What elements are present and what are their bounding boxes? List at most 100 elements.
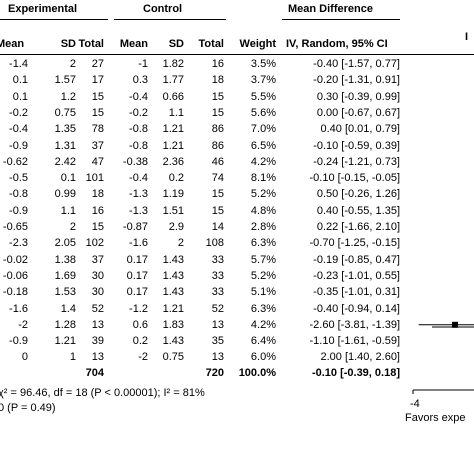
cell-exp-mean: 0 <box>21 351 28 364</box>
cell-exp-mean: -0.5 <box>9 172 28 185</box>
cell-exp-mean: -0.62 <box>2 155 28 168</box>
cell-exp-sd: 2.05 <box>54 237 76 250</box>
experimental-group-header: Experimental <box>8 3 78 15</box>
cell-weight: 3.7% <box>250 74 276 87</box>
cell-ctl-sd: 1.21 <box>162 139 184 152</box>
cell-exp-total: 18 <box>91 188 104 201</box>
cell-exp-sd: 1.35 <box>54 123 76 136</box>
col-exp-mean: Mean <box>0 38 25 50</box>
overall-effect-text: 0 (P = 0.49) <box>0 402 56 414</box>
cell-ctl-mean: 0.17 <box>126 286 148 299</box>
col-ctl-mean: Mean <box>119 38 148 50</box>
cell-exp-sd: 1.53 <box>54 286 76 299</box>
col-exp-total: Total <box>78 38 104 50</box>
cell-weight: 4.2% <box>250 155 276 168</box>
cell-exp-total: 37 <box>91 253 104 266</box>
cell-ci: 0.40 [0.01, 0.79] <box>320 123 400 136</box>
cell-ctl-mean: -0.87 <box>122 221 148 233</box>
cell-ctl-sd: 1.21 <box>162 302 184 315</box>
cell-exp-mean: -2.3 <box>9 237 28 250</box>
cell-weight: 7.0% <box>250 123 276 136</box>
cell-exp-sd: 0.75 <box>54 106 76 119</box>
cell-weight: 6.4% <box>250 335 276 348</box>
cell-ctl-total: 15 <box>211 106 224 119</box>
cell-ctl-total: 108 <box>205 237 224 250</box>
cell-weight: 8.1% <box>250 172 276 185</box>
cell-exp-total: 13 <box>91 318 104 331</box>
cell-ctl-total: 52 <box>211 302 224 315</box>
total-ctl-total: 720 <box>205 367 224 379</box>
mean-difference-underline <box>282 19 400 20</box>
cell-ctl-mean: 0.17 <box>126 253 148 266</box>
cell-ctl-total: 18 <box>211 74 224 87</box>
cell-ctl-sd: 0.2 <box>168 172 184 185</box>
cell-ctl-total: 14 <box>211 221 224 233</box>
cell-exp-total: 78 <box>91 123 104 136</box>
col-ctl-sd: SD <box>168 38 184 50</box>
col-ci: IV, Random, 95% CI <box>286 38 388 50</box>
cell-ctl-mean: -1 <box>138 58 148 70</box>
cell-ctl-total: 35 <box>211 335 224 348</box>
cell-exp-mean: -1.4 <box>9 58 28 70</box>
cell-ctl-sd: 1.82 <box>162 58 184 70</box>
cell-exp-sd: 0.99 <box>54 188 76 201</box>
cell-ctl-sd: 1.83 <box>162 318 184 331</box>
cell-exp-mean: -0.65 <box>2 221 28 233</box>
cell-exp-sd: 0.1 <box>60 172 76 185</box>
cell-weight: 6.5% <box>250 139 276 152</box>
col-exp-sd: SD <box>60 38 76 50</box>
cell-exp-sd: 1.38 <box>54 253 76 266</box>
header-rule <box>0 54 474 55</box>
cell-exp-sd: 1.2 <box>60 90 76 103</box>
cell-ctl-total: 33 <box>211 253 224 266</box>
cell-exp-sd: 1 <box>69 351 76 364</box>
cell-exp-mean: -0.9 <box>9 139 28 152</box>
cell-ctl-total: 86 <box>211 139 224 152</box>
cell-ctl-mean: 0.17 <box>126 269 148 282</box>
cell-weight: 5.7% <box>250 253 276 266</box>
cell-exp-mean: -0.06 <box>2 269 28 282</box>
cell-exp-mean: -0.9 <box>9 335 28 348</box>
cell-exp-sd: 1.21 <box>54 335 76 348</box>
cell-exp-mean: 0.1 <box>12 90 28 103</box>
cell-ci: -2.60 [-3.81, -1.39] <box>309 318 401 331</box>
cell-ctl-sd: 1.77 <box>162 74 184 87</box>
cell-weight: 5.2% <box>250 188 276 201</box>
cell-ctl-total: 86 <box>211 123 224 136</box>
cell-exp-sd: 1.69 <box>54 269 76 282</box>
cell-ctl-sd: 0.66 <box>162 90 184 103</box>
cell-weight: 2.8% <box>250 221 276 233</box>
cell-ctl-total: 15 <box>211 204 224 217</box>
control-group-header: Control <box>143 3 183 15</box>
cell-ctl-sd: 1.43 <box>162 286 184 299</box>
cell-exp-sd: 2 <box>69 221 76 233</box>
cell-ci: 0.22 [-1.66, 2.10] <box>316 221 400 233</box>
cell-ctl-sd: 0.75 <box>162 351 184 364</box>
cell-ctl-total: 13 <box>211 351 224 364</box>
cell-ctl-total: 16 <box>211 58 224 70</box>
cell-ctl-total: 33 <box>211 286 224 299</box>
cell-ctl-total: 46 <box>211 155 224 168</box>
cell-weight: 6.3% <box>250 302 276 315</box>
cell-weight: 6.3% <box>250 237 276 250</box>
cell-ci: -0.10 [-0.59, 0.39] <box>313 139 400 152</box>
cell-ctl-sd: 1.51 <box>162 204 184 217</box>
cell-ctl-mean: -1.2 <box>129 302 148 315</box>
cell-exp-total: 15 <box>91 221 104 233</box>
cell-exp-sd: 1.31 <box>54 139 76 152</box>
cell-ctl-mean: -0.2 <box>129 106 148 119</box>
control-underline <box>114 19 226 20</box>
cell-ctl-total: 15 <box>211 90 224 103</box>
heterogeneity-text: χ² = 96.46, df = 18 (P < 0.00001); I² = … <box>0 387 205 399</box>
cell-exp-total: 15 <box>91 106 104 119</box>
cell-exp-mean: 0.1 <box>12 74 28 87</box>
cell-exp-total: 13 <box>91 351 104 364</box>
cell-ci: 0.50 [-0.26, 1.26] <box>316 188 400 201</box>
cell-exp-mean: -0.4 <box>9 123 28 136</box>
cell-ctl-mean: -1.3 <box>129 188 148 201</box>
cell-exp-total: 17 <box>91 74 104 87</box>
cell-ci: -0.10 [-0.15, -0.05] <box>309 172 401 185</box>
cell-ctl-sd: 1.21 <box>162 123 184 136</box>
cell-exp-mean: -0.9 <box>9 204 28 217</box>
